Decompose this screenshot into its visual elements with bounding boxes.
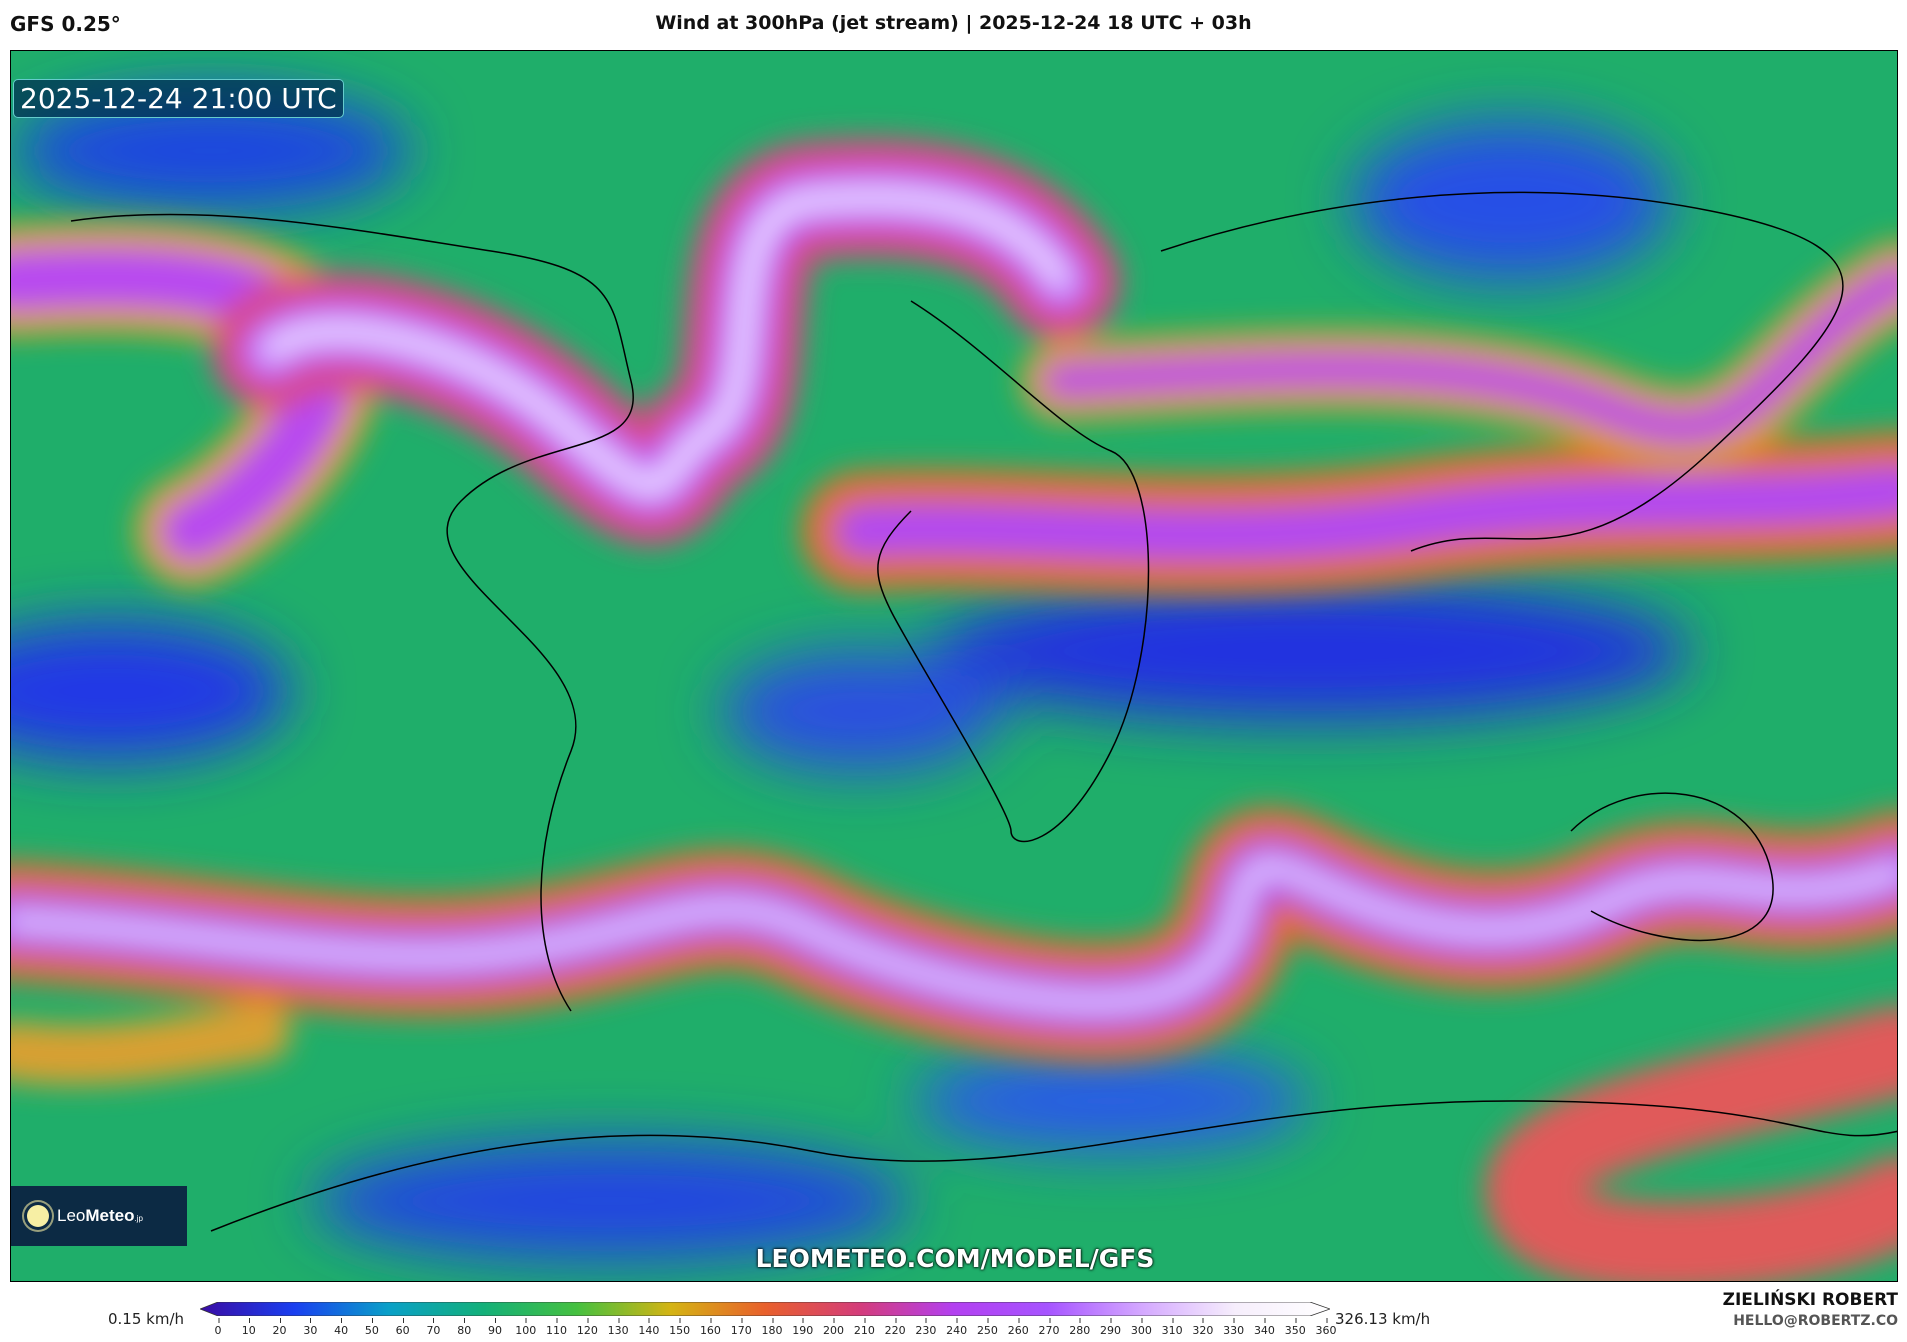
- colorbar-ticks: 0 10 20 30 40 50 60 70 80 90 100 110 120 130 140 150 160…: [215, 1318, 1337, 1342]
- author-credit: ZIELIŃSKI ROBERT: [1722, 1290, 1898, 1310]
- colorbar-tick-label: 230: [915, 1318, 936, 1337]
- colorbar-tick-label: 260: [1008, 1318, 1029, 1337]
- colorbar-tick-label: 90: [488, 1318, 502, 1337]
- colorbar-tick-label: 110: [546, 1318, 567, 1337]
- jet-streams: [11, 137, 1897, 1281]
- watermark-url[interactable]: LEOMETEO.COM/MODEL/GFS: [755, 1244, 1155, 1273]
- colorbar-tick-label: 200: [823, 1318, 844, 1337]
- colorbar-tick-label: 50: [365, 1318, 379, 1337]
- sun-icon: [27, 1205, 49, 1227]
- colorbar: [200, 1302, 1330, 1316]
- colorbar-tick-label: 40: [334, 1318, 348, 1337]
- model-label: GFS 0.25°: [10, 12, 121, 36]
- colorbar-tick-label: 150: [669, 1318, 690, 1337]
- colorbar-tick-label: 270: [1039, 1318, 1060, 1337]
- colorbar-tick-label: 120: [577, 1318, 598, 1337]
- calm-regions: [11, 91, 1691, 1261]
- colorbar-tick-label: 280: [1069, 1318, 1090, 1337]
- leometeo-logo[interactable]: LeoMeteo.jp: [11, 1186, 187, 1246]
- colorbar-tick-label: 80: [457, 1318, 471, 1337]
- colorbar-tick-label: 210: [854, 1318, 875, 1337]
- colorbar-tick-label: 180: [762, 1318, 783, 1337]
- colorbar-tick-label: 70: [426, 1318, 440, 1337]
- wind-map[interactable]: 2025-12-24 21:00 UTC LeoMeteo.jp LEOMETE…: [10, 50, 1898, 1282]
- colorbar-max-label: 326.13 km/h: [1335, 1310, 1431, 1328]
- valid-time-badge: 2025-12-24 21:00 UTC: [13, 79, 344, 118]
- colorbar-tick-label: 30: [303, 1318, 317, 1337]
- wind-field: [11, 91, 1897, 1281]
- colorbar-tick-label: 310: [1162, 1318, 1183, 1337]
- colorbar-tick-label: 0: [215, 1318, 222, 1337]
- colorbar-tick-label: 360: [1316, 1318, 1337, 1337]
- colorbar-tick-label: 10: [242, 1318, 256, 1337]
- colorbar-tick-label: 100: [515, 1318, 536, 1337]
- colorbar-tick-label: 290: [1100, 1318, 1121, 1337]
- colorbar-tick-label: 220: [885, 1318, 906, 1337]
- colorbar-tick-label: 350: [1285, 1318, 1306, 1337]
- colorbar-tick-label: 20: [273, 1318, 287, 1337]
- colorbar-tick-label: 160: [700, 1318, 721, 1337]
- colorbar-tick-label: 320: [1192, 1318, 1213, 1337]
- colorbar-min-label: 0.15 km/h: [108, 1310, 185, 1328]
- colorbar-tick-label: 170: [731, 1318, 752, 1337]
- coastlines: [70, 191, 1897, 1232]
- colorbar-tick-label: 340: [1254, 1318, 1275, 1337]
- colorbar-tick-label: 330: [1223, 1318, 1244, 1337]
- colorbar-tick-label: 300: [1131, 1318, 1152, 1337]
- colorbar-tick-label: 240: [946, 1318, 967, 1337]
- colorbar-tick-label: 60: [396, 1318, 410, 1337]
- colorbar-tick-label: 140: [638, 1318, 659, 1337]
- colorbar-tick-label: 250: [977, 1318, 998, 1337]
- colorbar-tick-label: 190: [792, 1318, 813, 1337]
- author-email[interactable]: HELLO@ROBERTZ.CO: [1733, 1313, 1898, 1329]
- chart-title: Wind at 300hPa (jet stream) | 2025-12-24…: [655, 12, 1252, 34]
- colorbar-tick-label: 130: [608, 1318, 629, 1337]
